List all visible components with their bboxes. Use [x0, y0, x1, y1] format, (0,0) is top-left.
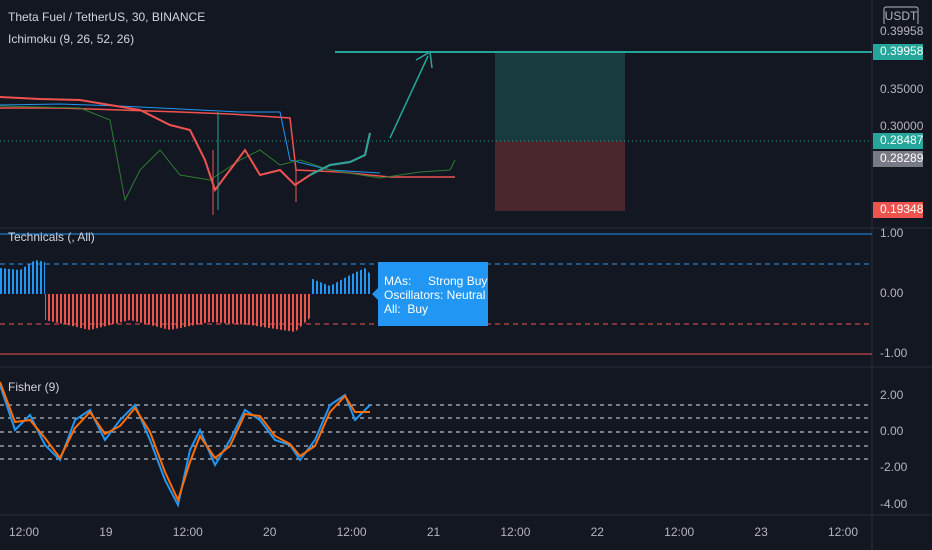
indicator-title: Ichimoku (9, 26, 52, 26) [8, 32, 134, 46]
axis-label: 2.00 [880, 388, 904, 402]
loss-zone[interactable] [495, 141, 625, 211]
arrow[interactable] [389, 50, 433, 139]
time-label: 12:00 [828, 525, 858, 539]
price-tag-text: 0.19348 [880, 202, 924, 216]
lagging-span [0, 105, 456, 202]
kijun-line [0, 107, 455, 178]
price-label: 0.35000 [880, 82, 924, 96]
price-tag [873, 133, 923, 149]
tooltip-line: All: Buy [384, 302, 428, 316]
time-label: 19 [99, 525, 113, 539]
pane-title: Technicals (, All) [8, 230, 95, 244]
time-label: 12:00 [173, 525, 203, 539]
fisher-trigger [0, 381, 370, 503]
price-tag [873, 24, 923, 40]
price-tag-text: 0.28487 [880, 133, 924, 147]
time-label: 12:00 [337, 525, 367, 539]
price-label: 0.30000 [880, 119, 924, 133]
histogram-down [45, 294, 310, 332]
price-tag [873, 151, 923, 167]
axis-label: -4.00 [880, 497, 908, 511]
time-axis: 12:00 19 12:00 20 12:00 21 12:00 22 12:00 23 12:00 [9, 525, 858, 539]
price-path-up [309, 132, 371, 176]
price-tag-text: 0.39958 [880, 24, 924, 38]
time-label: 21 [427, 525, 441, 539]
axis-label: -1.00 [880, 346, 908, 360]
tenkan-line [0, 103, 381, 174]
tooltip [372, 262, 488, 326]
price-tag [873, 202, 923, 218]
price-tag-text: 0.28289 [880, 151, 924, 165]
histogram-up [0, 260, 45, 294]
tooltip-line: MAs: Strong Buy [384, 274, 487, 288]
tooltip-line: Oscillators: Neutral [384, 288, 485, 302]
price-tag-text: 0.39958 [880, 44, 924, 58]
currency: USDT [885, 9, 918, 23]
axis-label: 1.00 [880, 226, 904, 240]
time-label: 20 [263, 525, 277, 539]
time-label: 12:00 [9, 525, 39, 539]
price-tag [873, 44, 923, 60]
fisher-levels [0, 404, 872, 460]
symbol-title: Theta Fuel / TetherUS, 30, BINANCE [8, 10, 205, 24]
time-label: 23 [754, 525, 768, 539]
pane-title: Fisher (9) [8, 380, 59, 394]
histogram-up [310, 268, 372, 294]
axis-label: 0.00 [880, 424, 904, 438]
profit-zone[interactable] [495, 52, 625, 141]
time-label: 12:00 [664, 525, 694, 539]
axis-label: -2.00 [880, 460, 908, 474]
time-label: 12:00 [500, 525, 530, 539]
time-label: 22 [591, 525, 605, 539]
axis-label: 0.00 [880, 286, 904, 300]
